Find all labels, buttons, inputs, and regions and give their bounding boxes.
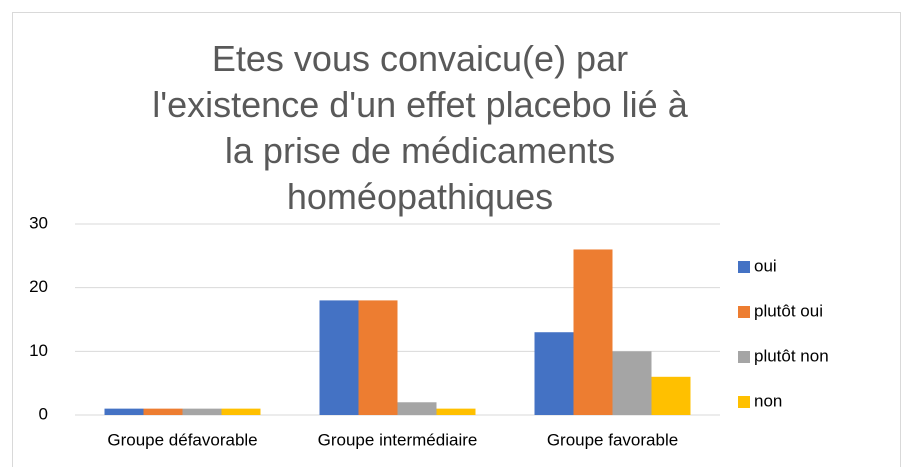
bar [182, 408, 222, 415]
bar [436, 408, 476, 415]
legend-label: oui [754, 256, 777, 275]
legend-label: plutôt non [754, 346, 829, 365]
bar [358, 300, 398, 415]
y-tick-label: 0 [39, 404, 48, 423]
y-tick-label: 30 [29, 213, 48, 232]
bar [397, 402, 437, 415]
x-tick-label: Groupe favorable [547, 430, 678, 449]
legend-swatch [738, 351, 750, 363]
x-tick-label: Groupe intermédiaire [318, 430, 478, 449]
legend-swatch [738, 396, 750, 408]
chart-border [12, 12, 901, 467]
y-tick-label: 10 [29, 341, 48, 360]
bar [319, 300, 359, 415]
legend-swatch [738, 261, 750, 273]
x-tick-label: Groupe défavorable [107, 430, 257, 449]
legend-swatch [738, 306, 750, 318]
bar [534, 332, 574, 415]
bar [143, 408, 183, 415]
legend-label: plutôt oui [754, 301, 823, 320]
bar [573, 249, 613, 415]
bar [104, 408, 144, 415]
bar [612, 351, 652, 415]
legend-label: non [754, 391, 782, 410]
chart-title: Etes vous convaicu(e) par l'existence d'… [152, 38, 688, 217]
bar [651, 376, 691, 415]
bar [221, 408, 261, 415]
y-tick-label: 20 [29, 277, 48, 296]
